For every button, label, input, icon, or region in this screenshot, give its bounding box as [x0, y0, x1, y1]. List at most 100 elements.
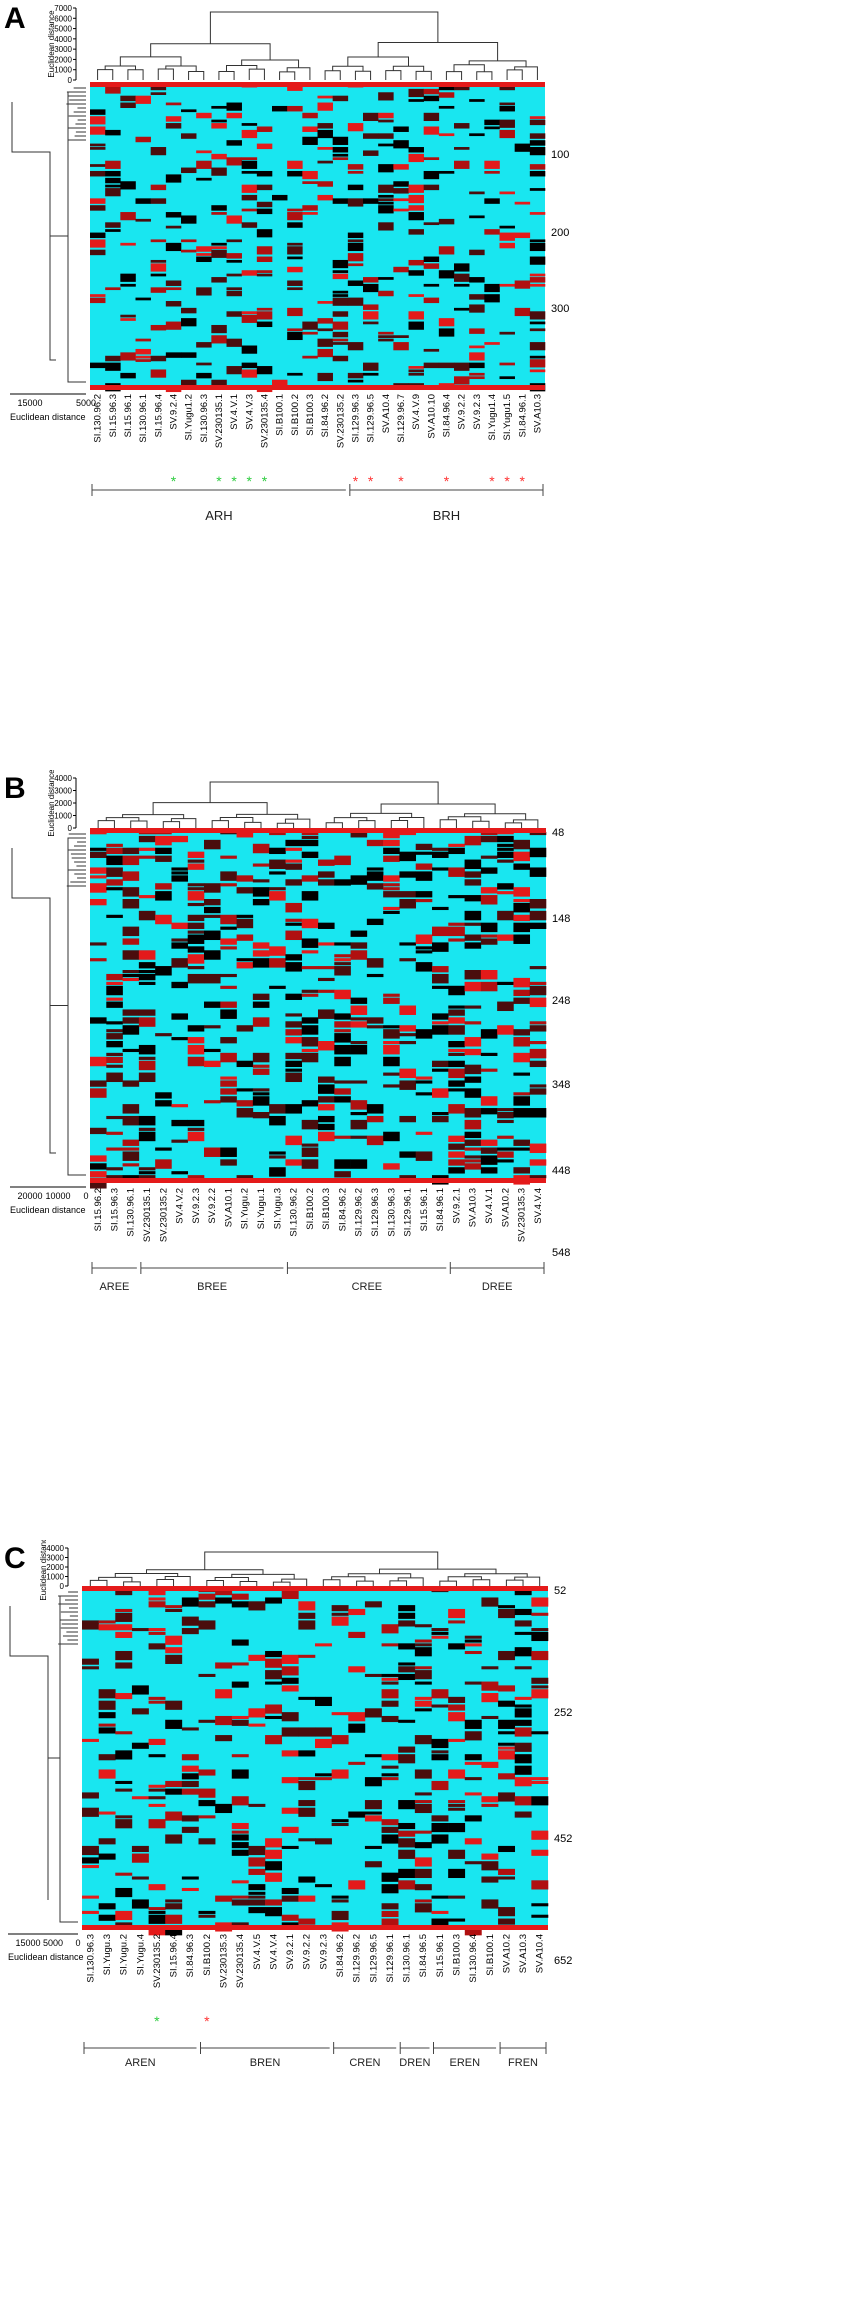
heatmap-cell — [334, 954, 351, 958]
heatmap-cell — [529, 899, 547, 909]
heatmap-cell — [514, 1708, 532, 1718]
column-label: SI.B100.1 — [485, 1934, 496, 1976]
heatmap-cell — [269, 1115, 286, 1126]
heatmap-cell — [431, 1834, 449, 1844]
heatmap-cell — [241, 170, 258, 174]
heatmap-cell — [531, 1689, 549, 1699]
heatmap-cell — [448, 1052, 465, 1056]
heatmap-cell — [347, 372, 364, 379]
heatmap-cell — [464, 1147, 482, 1151]
heatmap-cell — [187, 914, 205, 922]
heatmap-cell — [448, 1005, 465, 1009]
heatmap-cell — [187, 1044, 205, 1055]
heatmap-cell — [464, 1088, 482, 1098]
heatmap-cell — [514, 1754, 532, 1764]
heatmap-cell — [285, 1135, 303, 1146]
heatmap-cell — [90, 126, 106, 135]
heatmap-cell — [105, 160, 121, 169]
heatmap-cell — [138, 1044, 156, 1055]
heatmap-cell — [381, 1715, 399, 1723]
heatmap-cell — [241, 362, 258, 369]
heatmap-cell — [499, 362, 515, 366]
heatmap-cell — [454, 362, 470, 371]
heatmap-cell — [464, 1650, 482, 1655]
heatmap-cell — [82, 1845, 99, 1856]
heatmap-cell — [231, 1719, 249, 1726]
heatmap-cell — [187, 863, 205, 870]
heatmap-cell — [529, 328, 546, 332]
heatmap-cell — [298, 1895, 316, 1902]
heatmap-cell — [248, 1857, 266, 1867]
heatmap-cell — [399, 1025, 417, 1032]
heatmap-cell — [165, 1899, 183, 1903]
heatmap-cell — [366, 1135, 384, 1146]
heatmap-cell — [334, 1135, 351, 1139]
dendrogram-branch — [114, 1572, 179, 1578]
heatmap-cell — [252, 942, 270, 949]
heatmap-cell — [90, 1179, 107, 1189]
top-axis-tick-label: 2000 — [54, 799, 72, 808]
heatmap-cell — [287, 328, 303, 332]
heatmap-cell — [531, 1796, 549, 1806]
heatmap-cell — [381, 1624, 399, 1634]
heatmap-cell — [241, 194, 258, 201]
heatmap-cell — [196, 150, 212, 154]
heatmap-cell — [115, 1788, 133, 1792]
column-label: SV.4.V.5 — [252, 1934, 263, 1970]
heatmap-cell — [98, 1811, 116, 1815]
heatmap-cell — [106, 879, 123, 886]
heatmap-cell — [252, 843, 270, 854]
heatmap-cell — [287, 331, 303, 341]
heatmap-cell — [155, 835, 172, 846]
heatmap-cell — [484, 229, 500, 235]
heatmap-cell — [98, 1712, 116, 1719]
heatmap-cell — [514, 1696, 532, 1700]
heatmap-cell — [165, 212, 182, 218]
heatmap-cell — [415, 934, 433, 944]
heatmap-cell — [105, 362, 121, 371]
heatmap-cell — [531, 1777, 549, 1781]
heatmap-cell — [499, 232, 515, 241]
heatmap-cell — [448, 1068, 465, 1079]
column-label: SV.9.2.2 — [457, 394, 468, 430]
column-label: SI.130.96.3 — [85, 1934, 96, 1983]
heatmap-cell — [315, 1884, 332, 1888]
column-label: SV.9.2.3 — [191, 1188, 202, 1224]
heatmap-cell — [378, 194, 394, 198]
heatmap-cell — [431, 1738, 449, 1749]
heatmap-cell — [348, 1761, 366, 1765]
heatmap-cell — [181, 352, 197, 358]
heatmap-cell — [378, 119, 394, 123]
heatmap-cell — [165, 301, 182, 307]
heatmap-cell — [438, 270, 455, 279]
heatmap-cell — [298, 1696, 316, 1700]
heatmap-cell — [481, 1861, 499, 1871]
heatmap-cell — [514, 1727, 532, 1737]
heatmap-cell — [187, 902, 205, 907]
heatmap-cell — [383, 1041, 400, 1045]
heatmap-cell — [393, 335, 409, 338]
heatmap-cell — [285, 993, 303, 1000]
heatmap-cell — [248, 1907, 266, 1914]
heatmap-cell — [408, 184, 424, 193]
left-axis-label: Euclidean distance — [10, 412, 86, 422]
heatmap-cell — [432, 1060, 449, 1068]
heatmap-cell — [317, 160, 333, 164]
panel-letter: B — [4, 772, 26, 805]
dendrogram-branch — [514, 66, 538, 80]
heatmap-cell — [469, 345, 485, 349]
row-tick-label: 100 — [551, 149, 569, 161]
top-axis-tick-label: 1000 — [46, 1573, 64, 1582]
dendrogram-branch — [331, 1576, 366, 1582]
heatmap-cell — [484, 342, 500, 345]
heatmap-cell — [220, 914, 237, 925]
heatmap-cell — [165, 102, 182, 106]
heatmap-cell — [287, 280, 303, 286]
heatmap-cell — [302, 205, 318, 211]
heatmap-cell — [334, 1088, 351, 1095]
heatmap-cell — [215, 1597, 233, 1604]
heatmap-cell — [318, 871, 335, 878]
heatmap-cell — [301, 1052, 319, 1063]
heatmap-cell — [464, 1639, 482, 1643]
heatmap-cell — [531, 1830, 549, 1840]
